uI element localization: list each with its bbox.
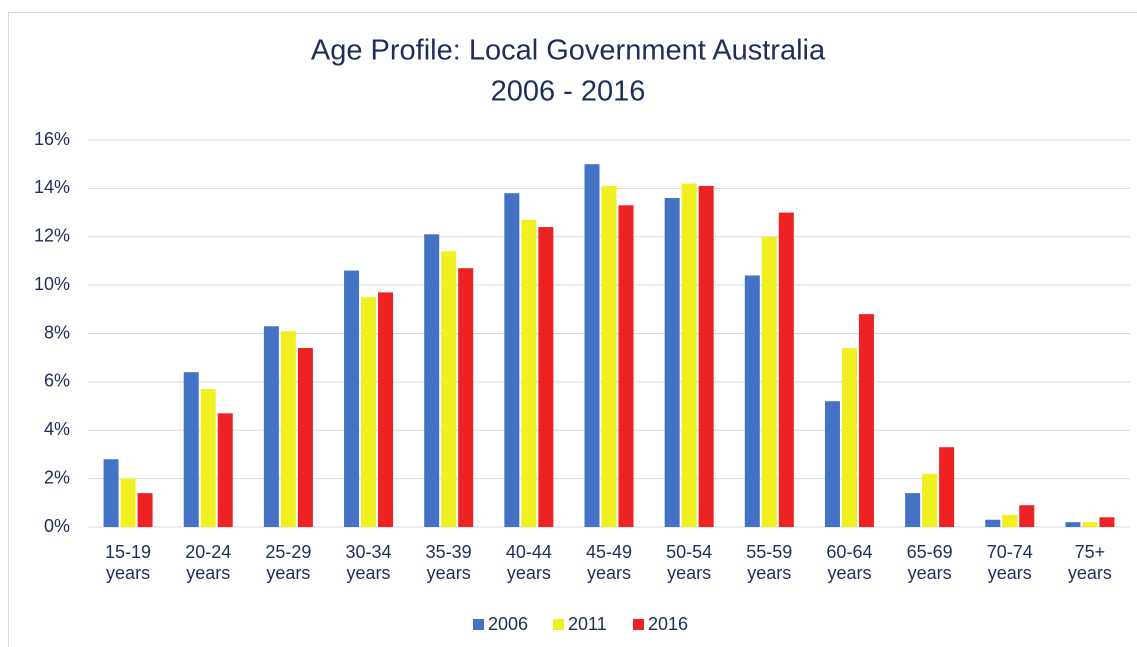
legend-label: 2016	[648, 614, 688, 634]
bar	[378, 292, 394, 527]
x-tick-label: 65-69 years	[906, 542, 953, 583]
bar	[504, 193, 520, 527]
y-tick-label: 6%	[44, 371, 70, 391]
bar	[458, 268, 474, 527]
bar	[1002, 514, 1018, 527]
x-tick-label: 70-74 years	[986, 542, 1033, 583]
x-tick-label: 30-34 years	[345, 542, 392, 583]
x-tick-label: 50-54 years	[666, 542, 713, 583]
bar	[584, 164, 600, 527]
bar	[538, 227, 554, 527]
bar	[137, 493, 153, 527]
bar	[698, 185, 714, 528]
bar	[841, 348, 857, 527]
bar	[424, 234, 440, 528]
x-tick-label: 15-19 years	[105, 542, 152, 583]
y-tick-label: 12%	[34, 226, 70, 246]
bar	[601, 185, 617, 528]
legend-label: 2011	[568, 614, 607, 634]
bar	[441, 251, 457, 527]
bar	[183, 372, 199, 527]
x-tick-label: 20-24 years	[185, 542, 232, 583]
bar	[297, 348, 313, 527]
bar	[664, 198, 680, 528]
y-tick-label: 8%	[44, 322, 70, 342]
bar	[922, 473, 938, 527]
legend-swatch	[553, 619, 564, 630]
bar	[217, 413, 233, 527]
bar	[761, 236, 777, 527]
bar	[1065, 522, 1081, 527]
bar	[120, 478, 136, 527]
y-tick-label: 10%	[34, 274, 70, 294]
legend-label: 2006	[488, 614, 528, 634]
bar	[361, 297, 377, 527]
chart-frame	[8, 12, 1137, 647]
y-tick-label: 4%	[44, 419, 70, 439]
bar	[905, 493, 921, 527]
x-tick-label: 45-49 years	[585, 542, 633, 583]
bar	[1099, 517, 1115, 527]
bar	[681, 183, 697, 527]
y-tick-label: 0%	[44, 516, 70, 536]
bar	[618, 205, 634, 527]
x-tick-label: 60-64 years	[826, 542, 873, 583]
legend-swatch	[633, 619, 644, 630]
legend-swatch	[473, 619, 484, 630]
bar	[778, 212, 794, 527]
bar	[263, 326, 279, 527]
x-tick-label: 35-39 years	[425, 542, 472, 583]
y-tick-label: 2%	[44, 467, 70, 487]
x-tick-label: 75+ years	[1067, 542, 1112, 583]
bar	[985, 519, 1001, 527]
chart-title: Age Profile: Local Government Australia	[311, 35, 826, 67]
x-tick-label: 25-29 years	[265, 542, 312, 583]
bar	[858, 314, 874, 527]
y-tick-label: 16%	[34, 129, 70, 149]
bar	[939, 447, 955, 527]
chart-title: 2006 - 2016	[491, 76, 646, 108]
bar	[280, 331, 296, 527]
x-tick-label: 40-44 years	[505, 542, 552, 583]
bar	[1019, 505, 1035, 527]
bar	[1082, 522, 1098, 527]
bar	[103, 459, 119, 527]
y-tick-label: 14%	[34, 177, 70, 197]
bar	[744, 275, 760, 527]
bar	[521, 219, 537, 527]
x-tick-label: 55-59 years	[746, 542, 793, 583]
bar	[824, 401, 840, 527]
bar	[200, 389, 216, 527]
bar	[344, 270, 360, 527]
